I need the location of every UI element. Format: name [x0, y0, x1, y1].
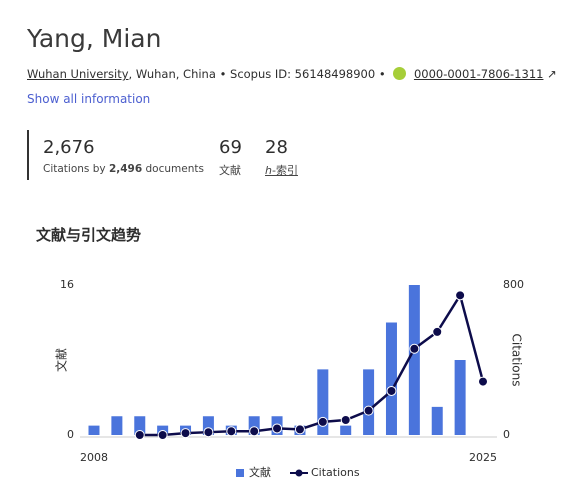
orcid-icon — [393, 67, 407, 80]
bar — [202, 416, 214, 435]
bar — [385, 322, 397, 435]
citations-count: 2,676 — [43, 137, 95, 158]
author-name: Yang, Mian — [27, 24, 162, 53]
legend-swatch — [295, 469, 303, 477]
show-all-link[interactable]: Show all information — [27, 92, 151, 106]
line-marker — [226, 426, 237, 437]
line-marker — [432, 326, 443, 337]
y-tick-label: 0 — [67, 428, 74, 441]
line-marker — [409, 343, 420, 354]
legend-label: Citations — [311, 466, 360, 479]
y2-axis-label: Citations — [510, 333, 524, 386]
doc-count: 69 — [219, 137, 242, 158]
line-marker — [455, 290, 466, 301]
bar — [317, 369, 329, 435]
y-axis-label: 文献 — [54, 348, 69, 372]
line-marker — [203, 427, 214, 438]
chart-title: 文献与引文趋势 — [36, 226, 142, 244]
line-marker — [249, 426, 260, 437]
line-marker — [134, 430, 145, 440]
line — [139, 292, 485, 437]
metrics-bar — [27, 130, 29, 180]
bar — [431, 406, 443, 435]
bar — [134, 416, 146, 435]
y-tick-label: 16 — [60, 278, 74, 291]
line-marker — [340, 415, 351, 425]
location: , Wuhan, China — [128, 67, 216, 81]
legend-label: 文献 — [249, 465, 271, 479]
legend-swatch — [236, 469, 244, 477]
separator: • — [378, 67, 386, 81]
line-marker — [386, 385, 397, 396]
bar — [363, 369, 375, 435]
bar — [111, 416, 123, 435]
text: -索引 — [271, 164, 298, 177]
bar — [248, 416, 260, 435]
bar — [340, 425, 352, 435]
line-marker — [272, 423, 283, 434]
doc-label: 文献 — [219, 164, 241, 177]
y2-tick-label: 800 — [503, 278, 524, 291]
citations-text: Citations by 2,496 documents — [43, 163, 204, 175]
affiliation-link[interactable]: Wuhan University — [27, 67, 129, 81]
text: documents — [142, 163, 204, 175]
x-tick-label: 2008 — [80, 451, 108, 464]
scopus-id: Scopus ID: 56148498900 — [230, 67, 376, 81]
text: h — [265, 164, 272, 177]
line-marker — [157, 430, 168, 440]
external-icon: ↗ — [547, 67, 557, 81]
line-marker — [317, 416, 328, 427]
bar — [88, 425, 100, 435]
separator: • — [219, 67, 227, 81]
orcid-link[interactable]: 0000-0001-7806-1311 — [413, 67, 544, 81]
line-marker — [180, 428, 191, 439]
x-tick-label: 2025 — [469, 451, 497, 464]
h-index-link[interactable]: h-索引 — [265, 162, 298, 178]
line-marker — [294, 424, 305, 435]
text: Citations by — [43, 163, 109, 175]
y2-tick-label: 0 — [503, 428, 510, 441]
info-line: Wuhan University, Wuhan, China • Scopus … — [27, 67, 557, 81]
bar — [454, 360, 466, 435]
bar — [408, 285, 420, 435]
line-marker — [363, 405, 374, 416]
documents-count: 2,496 — [108, 163, 143, 175]
line-marker — [478, 376, 488, 387]
h-index: 28 — [265, 137, 288, 158]
